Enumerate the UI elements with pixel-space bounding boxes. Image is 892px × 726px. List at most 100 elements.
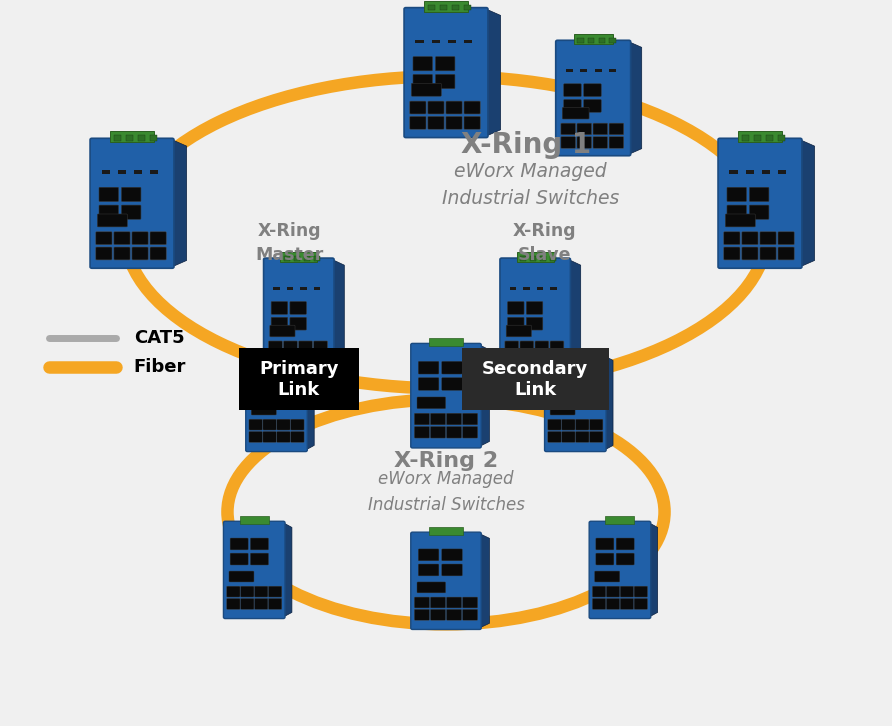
FancyBboxPatch shape bbox=[290, 317, 307, 330]
Bar bbox=[577, 38, 583, 43]
Bar bbox=[541, 256, 546, 261]
Bar bbox=[516, 252, 554, 262]
FancyBboxPatch shape bbox=[431, 597, 446, 608]
FancyBboxPatch shape bbox=[271, 301, 288, 314]
Text: eWorx Managed
Industrial Switches: eWorx Managed Industrial Switches bbox=[442, 162, 619, 208]
Bar bbox=[762, 170, 770, 174]
FancyBboxPatch shape bbox=[778, 247, 794, 260]
Bar bbox=[262, 349, 291, 357]
Bar bbox=[110, 131, 154, 142]
FancyBboxPatch shape bbox=[417, 582, 446, 593]
FancyBboxPatch shape bbox=[550, 354, 564, 366]
FancyBboxPatch shape bbox=[409, 116, 426, 129]
FancyBboxPatch shape bbox=[241, 586, 254, 597]
FancyBboxPatch shape bbox=[249, 419, 262, 430]
FancyBboxPatch shape bbox=[418, 378, 439, 391]
Bar bbox=[428, 4, 435, 10]
FancyBboxPatch shape bbox=[254, 598, 268, 609]
FancyBboxPatch shape bbox=[252, 386, 270, 398]
Bar bbox=[239, 348, 359, 410]
FancyBboxPatch shape bbox=[500, 258, 571, 374]
Bar bbox=[138, 135, 145, 141]
FancyBboxPatch shape bbox=[251, 553, 268, 565]
FancyBboxPatch shape bbox=[505, 341, 518, 353]
FancyBboxPatch shape bbox=[620, 586, 633, 597]
FancyBboxPatch shape bbox=[508, 301, 524, 314]
FancyBboxPatch shape bbox=[556, 40, 631, 155]
FancyBboxPatch shape bbox=[464, 116, 480, 129]
FancyBboxPatch shape bbox=[435, 75, 455, 89]
Bar bbox=[755, 135, 761, 141]
FancyBboxPatch shape bbox=[413, 57, 433, 70]
FancyBboxPatch shape bbox=[727, 205, 747, 219]
Bar bbox=[287, 287, 293, 290]
FancyBboxPatch shape bbox=[413, 75, 433, 89]
FancyBboxPatch shape bbox=[442, 564, 462, 576]
FancyBboxPatch shape bbox=[284, 341, 297, 353]
Bar bbox=[550, 256, 557, 261]
FancyBboxPatch shape bbox=[268, 598, 282, 609]
FancyBboxPatch shape bbox=[414, 413, 430, 425]
Text: X-Ring
Master: X-Ring Master bbox=[256, 222, 324, 264]
Bar bbox=[118, 170, 126, 174]
Polygon shape bbox=[605, 356, 613, 450]
FancyBboxPatch shape bbox=[447, 413, 462, 425]
FancyBboxPatch shape bbox=[418, 549, 439, 560]
FancyBboxPatch shape bbox=[277, 419, 290, 430]
FancyBboxPatch shape bbox=[431, 426, 446, 438]
FancyBboxPatch shape bbox=[526, 301, 542, 314]
FancyBboxPatch shape bbox=[414, 426, 430, 438]
FancyBboxPatch shape bbox=[428, 101, 444, 114]
Bar bbox=[304, 256, 310, 261]
FancyBboxPatch shape bbox=[550, 341, 564, 353]
Bar bbox=[114, 135, 121, 141]
FancyBboxPatch shape bbox=[593, 136, 607, 148]
FancyBboxPatch shape bbox=[314, 354, 327, 366]
FancyBboxPatch shape bbox=[572, 371, 590, 383]
FancyBboxPatch shape bbox=[634, 598, 648, 609]
FancyBboxPatch shape bbox=[590, 431, 603, 442]
FancyBboxPatch shape bbox=[273, 386, 291, 398]
FancyBboxPatch shape bbox=[507, 325, 532, 337]
FancyBboxPatch shape bbox=[99, 205, 119, 219]
Bar bbox=[416, 39, 424, 44]
FancyBboxPatch shape bbox=[150, 247, 166, 260]
FancyBboxPatch shape bbox=[252, 371, 270, 383]
FancyBboxPatch shape bbox=[410, 343, 482, 448]
FancyBboxPatch shape bbox=[442, 378, 462, 391]
FancyBboxPatch shape bbox=[446, 101, 462, 114]
FancyBboxPatch shape bbox=[271, 317, 288, 330]
Bar bbox=[464, 39, 472, 44]
FancyBboxPatch shape bbox=[446, 116, 462, 129]
Bar bbox=[462, 348, 608, 410]
FancyBboxPatch shape bbox=[562, 419, 575, 430]
Bar bbox=[778, 170, 786, 174]
Bar bbox=[609, 69, 616, 72]
Polygon shape bbox=[800, 140, 814, 267]
Polygon shape bbox=[333, 260, 344, 372]
FancyBboxPatch shape bbox=[590, 419, 603, 430]
FancyBboxPatch shape bbox=[749, 205, 769, 219]
Bar bbox=[429, 338, 463, 346]
FancyBboxPatch shape bbox=[230, 538, 248, 550]
FancyBboxPatch shape bbox=[418, 564, 439, 576]
Bar bbox=[520, 256, 526, 261]
FancyBboxPatch shape bbox=[114, 232, 130, 245]
Bar bbox=[429, 527, 463, 535]
FancyBboxPatch shape bbox=[114, 247, 130, 260]
FancyBboxPatch shape bbox=[150, 232, 166, 245]
FancyBboxPatch shape bbox=[520, 354, 533, 366]
Bar bbox=[588, 38, 594, 43]
FancyBboxPatch shape bbox=[90, 139, 174, 269]
Bar bbox=[738, 131, 782, 142]
Bar bbox=[746, 170, 754, 174]
Bar bbox=[432, 39, 440, 44]
FancyBboxPatch shape bbox=[447, 609, 462, 620]
FancyBboxPatch shape bbox=[583, 99, 601, 113]
Polygon shape bbox=[480, 534, 490, 628]
FancyBboxPatch shape bbox=[561, 123, 575, 135]
Bar bbox=[566, 69, 574, 72]
FancyBboxPatch shape bbox=[508, 317, 524, 330]
FancyBboxPatch shape bbox=[227, 598, 240, 609]
FancyBboxPatch shape bbox=[564, 99, 582, 113]
